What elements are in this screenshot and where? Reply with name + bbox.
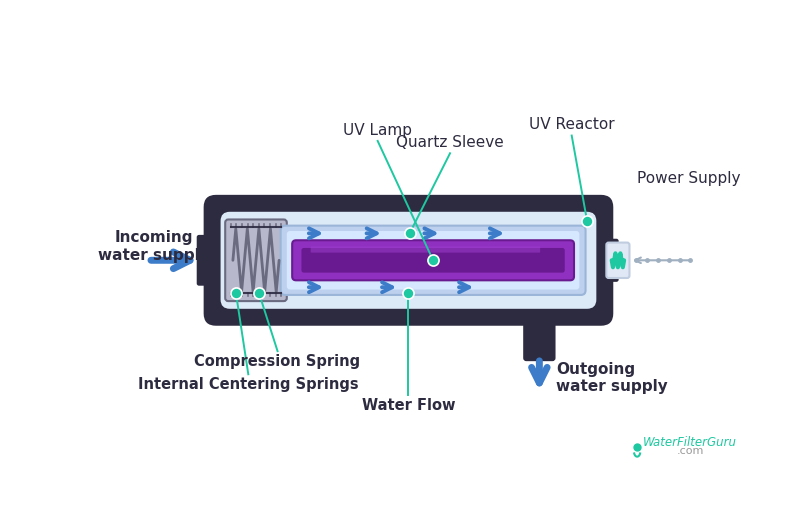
Text: Internal Centering Springs: Internal Centering Springs (138, 378, 358, 392)
FancyBboxPatch shape (226, 219, 287, 301)
FancyBboxPatch shape (302, 248, 565, 272)
Text: Compression Spring: Compression Spring (194, 354, 361, 369)
Text: Quartz Sleeve: Quartz Sleeve (396, 135, 504, 150)
Text: Outgoing
water supply: Outgoing water supply (556, 362, 668, 394)
FancyBboxPatch shape (593, 239, 618, 282)
Text: Power Supply: Power Supply (637, 171, 741, 186)
FancyBboxPatch shape (281, 226, 586, 295)
FancyBboxPatch shape (606, 242, 630, 278)
Text: Incoming
water supply: Incoming water supply (98, 230, 210, 263)
Text: .com: .com (677, 446, 705, 456)
FancyBboxPatch shape (204, 195, 614, 326)
FancyBboxPatch shape (221, 212, 596, 309)
FancyBboxPatch shape (292, 240, 574, 280)
Text: WaterFilterGuru: WaterFilterGuru (643, 436, 738, 449)
Text: Water Flow: Water Flow (362, 398, 455, 413)
FancyBboxPatch shape (197, 235, 225, 285)
FancyBboxPatch shape (310, 246, 540, 253)
Text: UV Reactor: UV Reactor (529, 118, 614, 133)
FancyBboxPatch shape (523, 306, 555, 361)
FancyBboxPatch shape (287, 231, 579, 290)
Text: UV Lamp: UV Lamp (343, 123, 412, 138)
